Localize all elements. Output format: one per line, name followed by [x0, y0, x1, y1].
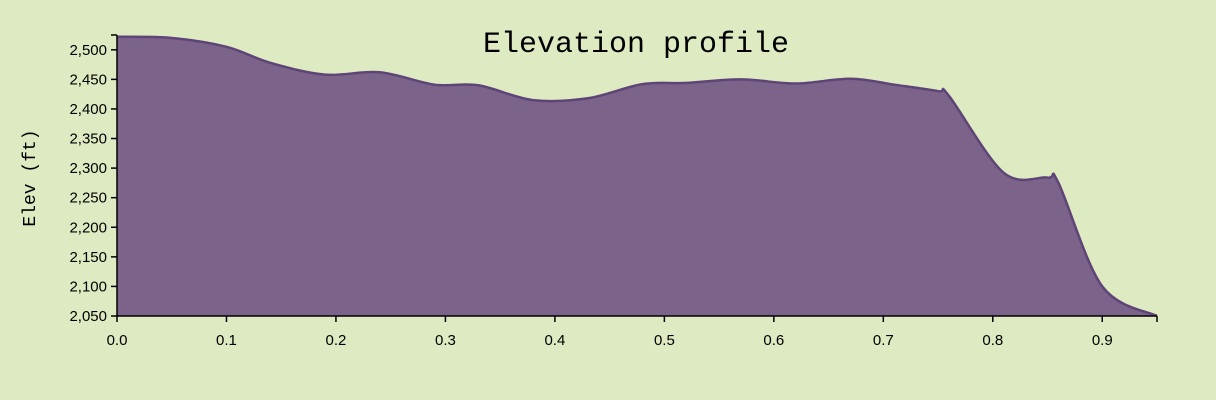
y-tick-label: 2,350 [69, 131, 107, 148]
x-tick-label: 0.3 [435, 332, 456, 349]
elevation-line [116, 35, 1158, 318]
y-tick-label: 2,250 [69, 190, 107, 207]
y-tick-label: 2,450 [69, 71, 107, 88]
x-tick-label: 0.8 [982, 332, 1003, 349]
y-tick-label: 2,150 [69, 249, 107, 266]
y-tick-label: 2,300 [69, 160, 107, 177]
chart-title: Elevation profile [483, 28, 789, 62]
y-tick-label: 2,400 [69, 101, 107, 118]
x-tick-label: 0.1 [216, 332, 237, 349]
x-tick-label: 0.0 [107, 332, 128, 349]
y-tick-label: 2,200 [69, 219, 107, 236]
area-layer [116, 35, 1158, 318]
x-tick-label: 0.4 [544, 332, 565, 349]
y-tick-label: 2,100 [69, 278, 107, 295]
x-tick-label: 0.5 [654, 332, 675, 349]
y-tick-label: 2,500 [69, 42, 107, 59]
x-tick-label: 0.6 [763, 332, 784, 349]
y-tick-label: 2,050 [69, 308, 107, 325]
axes-layer: 0.0 0.1 0.2 0.3 0.4 0.5 0.6 0.7 0.8 0.9 2,050 2,100… [69, 34, 1158, 349]
y-axis-label: Elev (ft) [21, 129, 41, 226]
x-tick-label: 0.2 [326, 332, 347, 349]
elevation-area [117, 36, 1157, 316]
x-tick-label: 0.9 [1092, 332, 1113, 349]
x-tick-label: 0.7 [873, 332, 894, 349]
